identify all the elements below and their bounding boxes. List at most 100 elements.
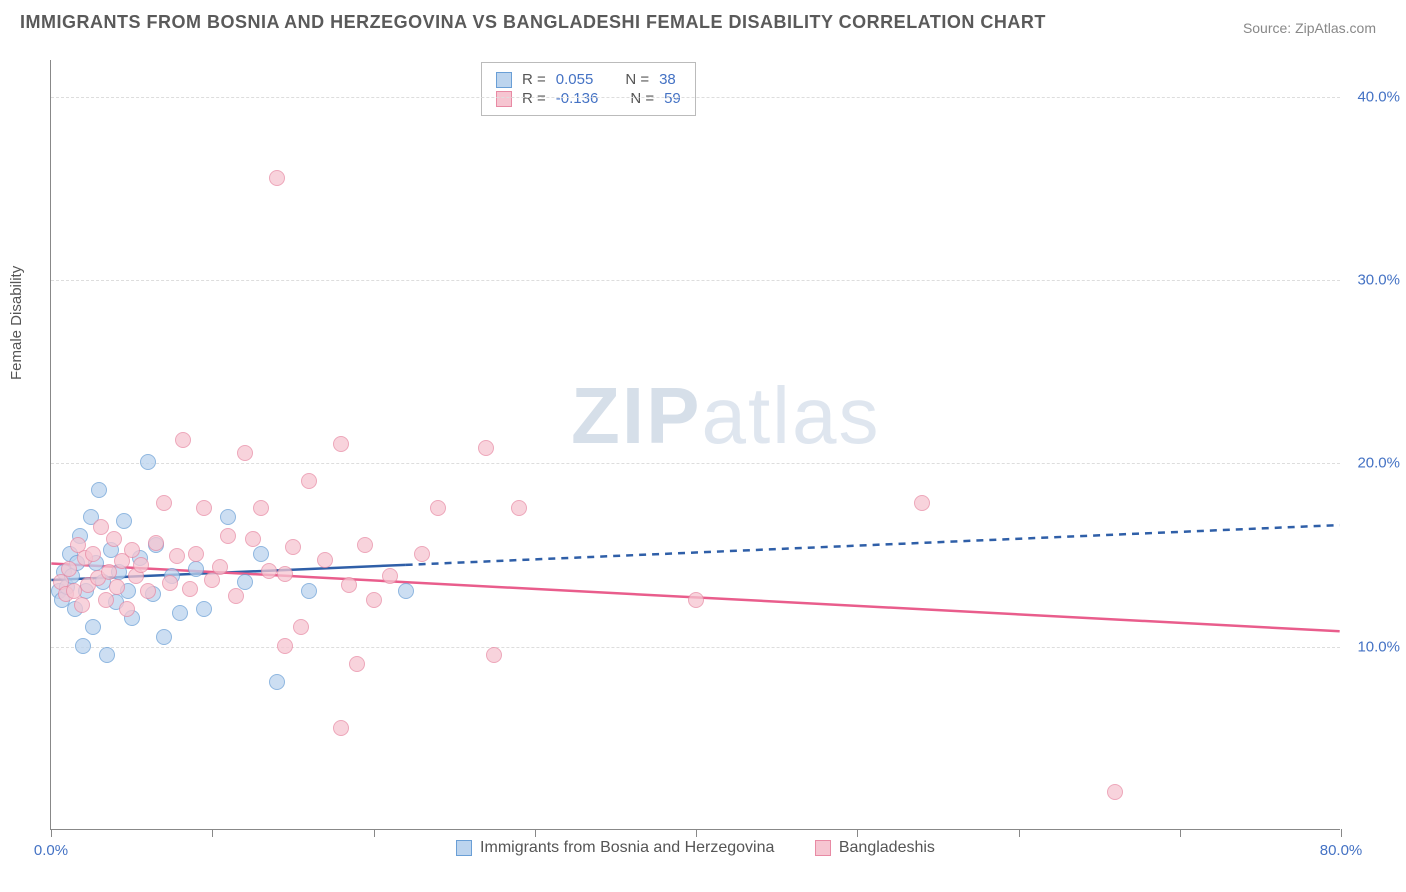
point-series2	[430, 500, 446, 516]
point-series2	[106, 531, 122, 547]
point-series1	[220, 509, 236, 525]
point-series2	[85, 546, 101, 562]
point-series1	[253, 546, 269, 562]
point-series1	[140, 454, 156, 470]
x-tick	[1341, 829, 1342, 837]
stat-row-series2: R = -0.136 N = 59	[496, 90, 681, 107]
stat-n-label-2: N =	[630, 90, 654, 107]
x-tick	[696, 829, 697, 837]
correlation-stats-box: R = 0.055 N = 38 R = -0.136 N = 59	[481, 62, 696, 116]
point-series2	[261, 563, 277, 579]
point-series2	[237, 445, 253, 461]
point-series2	[119, 601, 135, 617]
point-series2	[98, 592, 114, 608]
point-series2	[74, 597, 90, 613]
x-tick	[1019, 829, 1020, 837]
point-series2	[366, 592, 382, 608]
x-tick	[535, 829, 536, 837]
point-series2	[124, 542, 140, 558]
legend-swatch-series2	[815, 840, 831, 856]
x-tick-label: 80.0%	[1320, 842, 1363, 859]
point-series2	[414, 546, 430, 562]
point-series1	[156, 629, 172, 645]
chart-plot-area: ZIPatlas R = 0.055 N = 38 R = -0.136 N =…	[50, 60, 1340, 830]
x-tick	[51, 829, 52, 837]
gridline-h	[51, 463, 1340, 464]
point-series2	[140, 583, 156, 599]
point-series1	[172, 605, 188, 621]
x-tick	[212, 829, 213, 837]
x-tick	[1180, 829, 1181, 837]
x-tick-label: 0.0%	[34, 842, 68, 859]
legend-item-series1: Immigrants from Bosnia and Herzegovina	[456, 839, 774, 857]
stat-r-label-2: R =	[522, 90, 546, 107]
point-series1	[188, 561, 204, 577]
legend-label-series2: Bangladeshis	[839, 839, 935, 857]
point-series2	[182, 581, 198, 597]
swatch-series2	[496, 91, 512, 107]
y-tick-label: 30.0%	[1357, 272, 1400, 289]
point-series2	[253, 500, 269, 516]
point-series2	[269, 170, 285, 186]
point-series1	[99, 647, 115, 663]
point-series2	[349, 656, 365, 672]
point-series2	[688, 592, 704, 608]
point-series1	[116, 513, 132, 529]
stat-r-label-1: R =	[522, 71, 546, 88]
point-series2	[333, 436, 349, 452]
stat-n-value-1: 38	[659, 71, 676, 88]
legend-swatch-series1	[456, 840, 472, 856]
point-series2	[196, 500, 212, 516]
legend-item-series2: Bangladeshis	[815, 839, 935, 857]
x-tick	[374, 829, 375, 837]
point-series2	[293, 619, 309, 635]
gridline-h	[51, 280, 1340, 281]
stat-n-label-1: N =	[625, 71, 649, 88]
point-series1	[269, 674, 285, 690]
point-series1	[91, 482, 107, 498]
point-series2	[162, 575, 178, 591]
point-series2	[317, 552, 333, 568]
point-series2	[133, 557, 149, 573]
point-series2	[357, 537, 373, 553]
point-series2	[220, 528, 236, 544]
y-axis-label: Female Disability	[8, 266, 25, 380]
point-series2	[245, 531, 261, 547]
source-attribution: Source: ZipAtlas.com	[1243, 20, 1376, 36]
point-series2	[156, 495, 172, 511]
stat-n-value-2: 59	[664, 90, 681, 107]
legend-label-series1: Immigrants from Bosnia and Herzegovina	[480, 839, 774, 857]
point-series2	[61, 561, 77, 577]
point-series2	[93, 519, 109, 535]
point-series1	[301, 583, 317, 599]
point-series1	[196, 601, 212, 617]
point-series2	[101, 564, 117, 580]
point-series2	[511, 500, 527, 516]
chart-title: IMMIGRANTS FROM BOSNIA AND HERZEGOVINA V…	[20, 12, 1046, 33]
point-series2	[188, 546, 204, 562]
y-tick-label: 40.0%	[1357, 88, 1400, 105]
stat-r-value-2: -0.136	[556, 90, 599, 107]
point-series1	[85, 619, 101, 635]
stat-r-value-1: 0.055	[556, 71, 594, 88]
point-series1	[398, 583, 414, 599]
y-tick-label: 20.0%	[1357, 455, 1400, 472]
gridline-h	[51, 97, 1340, 98]
bottom-legend: Immigrants from Bosnia and Herzegovina B…	[51, 839, 1340, 861]
point-series2	[914, 495, 930, 511]
point-series1	[75, 638, 91, 654]
point-series2	[277, 638, 293, 654]
x-tick	[857, 829, 858, 837]
point-series2	[486, 647, 502, 663]
point-series2	[478, 440, 494, 456]
gridline-h	[51, 647, 1340, 648]
point-series2	[148, 535, 164, 551]
stat-row-series1: R = 0.055 N = 38	[496, 71, 681, 88]
trend-line	[406, 525, 1340, 565]
point-series2	[285, 539, 301, 555]
point-series2	[212, 559, 228, 575]
point-series2	[175, 432, 191, 448]
point-series2	[333, 720, 349, 736]
point-series2	[301, 473, 317, 489]
point-series2	[277, 566, 293, 582]
